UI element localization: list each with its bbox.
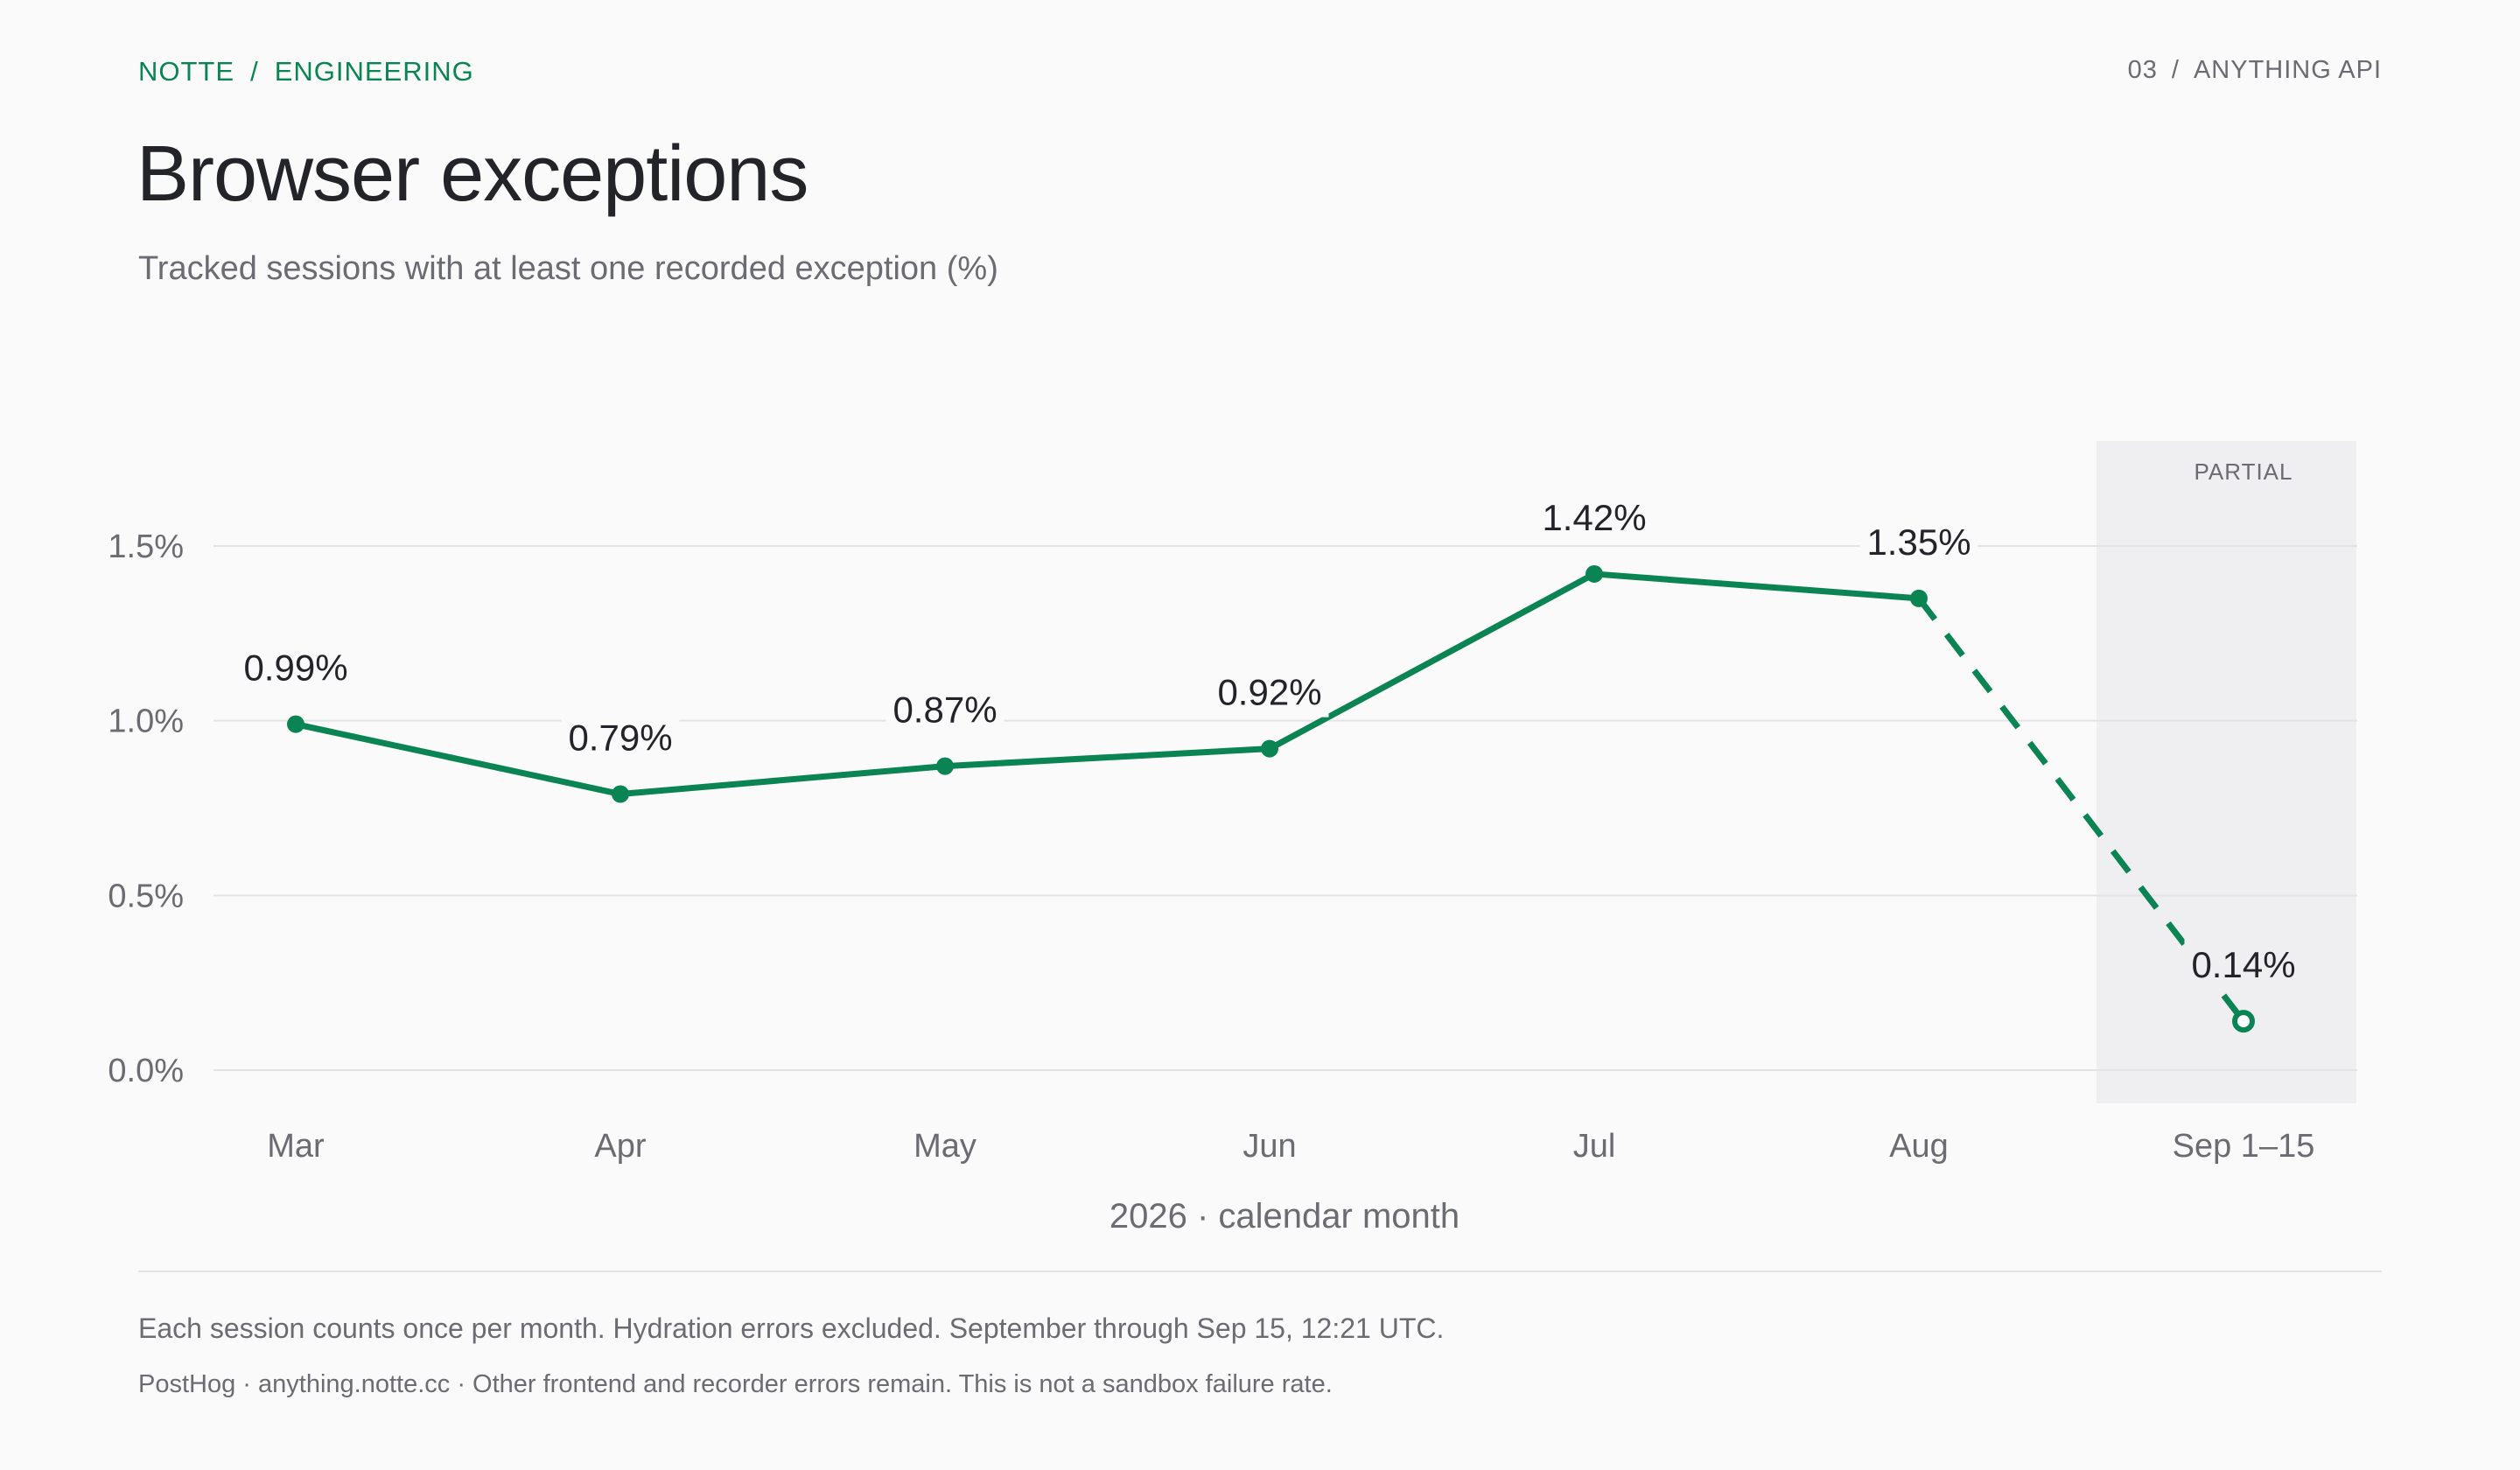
series-line (292, 570, 1922, 798)
footer-divider (138, 1270, 2382, 1272)
page-indicator: 03 / ANYTHING API (2128, 56, 2382, 85)
data-point-partial (2232, 1010, 2255, 1033)
page-subtitle: Tracked sessions with at least one recor… (138, 250, 998, 287)
x-tick-label: Jun (1242, 1128, 1296, 1165)
page-title: Browser exceptions (136, 130, 808, 218)
breadcrumb: NOTTE / ENGINEERING (138, 56, 474, 88)
data-label: 1.35% (1866, 522, 1970, 563)
partial-label: PARTIAL (2194, 458, 2293, 485)
data-label: 0.92% (1217, 672, 1321, 713)
data-label: 0.87% (892, 690, 997, 731)
data-label: 1.42% (1542, 497, 1646, 538)
data-label: 0.99% (243, 648, 347, 689)
y-tick-label: 0.0% (108, 1053, 184, 1089)
data-point (1910, 589, 1928, 607)
data-label-bg (1210, 666, 1329, 718)
x-tick-label: Apr (594, 1128, 646, 1165)
footer-note: Each session counts once per month. Hydr… (138, 1312, 1445, 1344)
y-tick-label: 0.5% (108, 878, 184, 914)
x-tick-label: Mar (267, 1128, 325, 1165)
page-indicator-separator: / (2171, 56, 2180, 84)
data-label: 0.79% (568, 718, 672, 759)
x-tick-label: Sep 1–15 (2173, 1128, 2315, 1165)
data-label: 0.14% (2191, 944, 2295, 985)
x-tick-label: May (914, 1128, 976, 1165)
breadcrumb-item-org[interactable]: NOTTE (138, 56, 235, 87)
partial-band (2096, 441, 2356, 1103)
data-point (936, 757, 954, 775)
data-point (1586, 564, 1603, 583)
breadcrumb-separator: / (250, 56, 259, 87)
x-axis-label: 2026 · calendar month (1110, 1197, 1460, 1236)
line-chart: PARTIAL 0.0% 0.5% 1.0% 1.5% Mar Apr May Jun Jul Au… (108, 441, 2357, 1236)
x-tick-label: Jul (1573, 1128, 1616, 1165)
data-point (1261, 739, 1278, 758)
breadcrumb-item-team[interactable]: ENGINEERING (274, 56, 474, 87)
footer-source: PostHog · anything.notte.cc · Other fron… (138, 1370, 1333, 1398)
x-tick-label: Aug (1889, 1128, 1949, 1165)
data-label-bg (1859, 515, 1978, 567)
page-number: 03 (2127, 56, 2158, 84)
data-label-bg (561, 711, 680, 763)
data-point (287, 715, 304, 733)
data-label-bg (886, 683, 1004, 735)
data-label-bg (1535, 491, 1654, 542)
section-name: ANYTHING API (2193, 56, 2382, 84)
data-label-bg (236, 641, 355, 693)
data-label-bg (2184, 939, 2303, 990)
data-point (612, 785, 629, 803)
y-tick-label: 1.5% (108, 528, 184, 565)
y-tick-label: 1.0% (108, 704, 184, 740)
